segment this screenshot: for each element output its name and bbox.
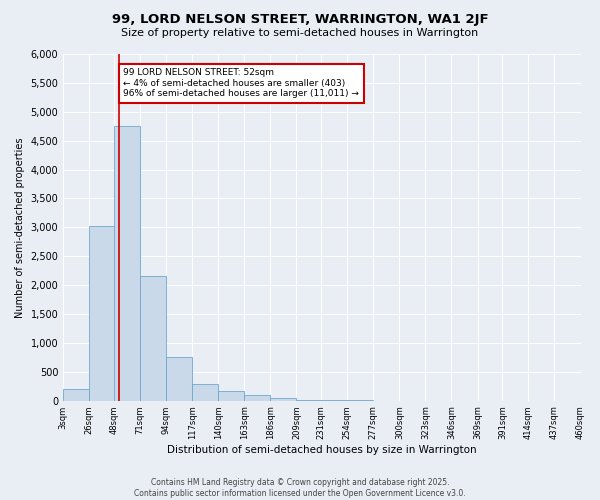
Bar [166,358,193,401]
Bar [89,226,115,400]
Text: Contains HM Land Registry data © Crown copyright and database right 2025.
Contai: Contains HM Land Registry data © Crown c… [134,478,466,498]
Text: 99 LORD NELSON STREET: 52sqm
← 4% of semi-detached houses are smaller (403)
96% : 99 LORD NELSON STREET: 52sqm ← 4% of sem… [123,68,359,98]
Y-axis label: Number of semi-detached properties: Number of semi-detached properties [15,137,25,318]
Bar [140,276,166,400]
Bar [193,384,218,400]
X-axis label: Distribution of semi-detached houses by size in Warrington: Distribution of semi-detached houses by … [167,445,477,455]
Text: Size of property relative to semi-detached houses in Warrington: Size of property relative to semi-detach… [121,28,479,38]
Bar [271,398,296,400]
Bar [63,389,89,400]
Bar [218,392,244,400]
Bar [244,395,271,400]
Text: 99, LORD NELSON STREET, WARRINGTON, WA1 2JF: 99, LORD NELSON STREET, WARRINGTON, WA1 … [112,12,488,26]
Bar [114,126,140,400]
